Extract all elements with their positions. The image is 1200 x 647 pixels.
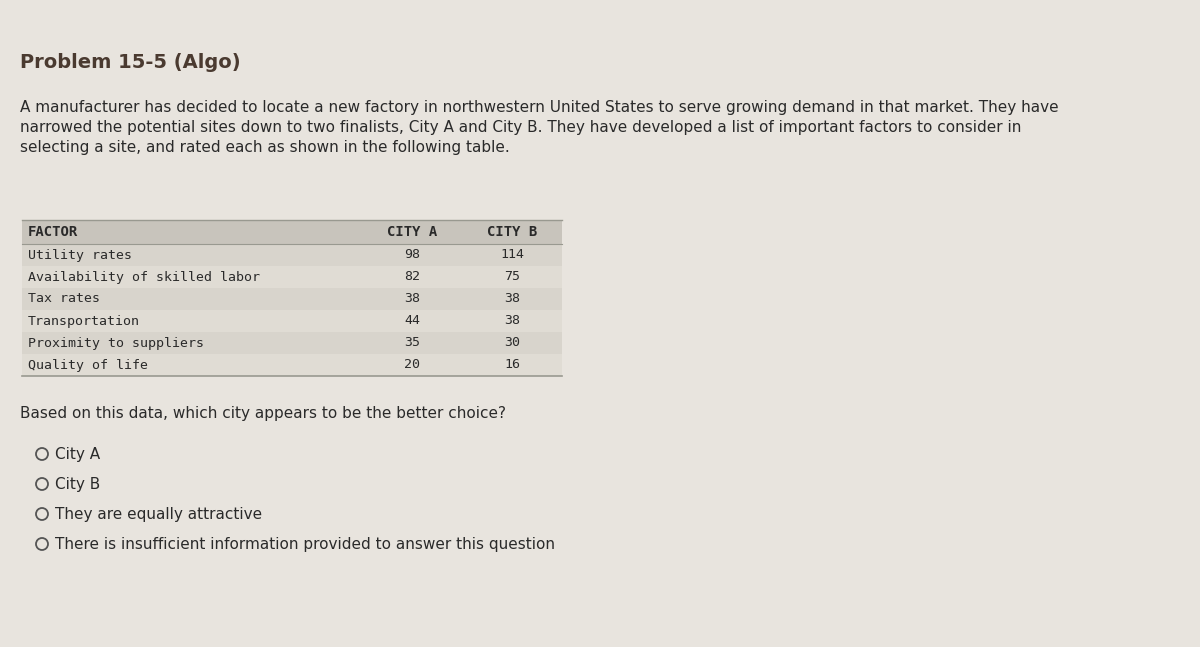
Text: 20: 20 [404, 358, 420, 371]
Bar [22, 310, 562, 332]
Text: 75: 75 [504, 270, 520, 283]
Bar [22, 354, 562, 376]
Text: 38: 38 [504, 292, 520, 305]
Text: CITY B: CITY B [487, 225, 538, 239]
Text: 38: 38 [504, 314, 520, 327]
Text: 82: 82 [404, 270, 420, 283]
Text: Based on this data, which city appears to be the better choice?: Based on this data, which city appears t… [20, 406, 506, 421]
Bar [22, 220, 562, 244]
Text: City B: City B [55, 476, 101, 492]
Text: There is insufficient information provided to answer this question: There is insufficient information provid… [55, 536, 554, 551]
Text: Proximity to suppliers: Proximity to suppliers [28, 336, 204, 349]
Text: 98: 98 [404, 248, 420, 261]
Text: 35: 35 [404, 336, 420, 349]
Bar [22, 244, 562, 266]
Text: 30: 30 [504, 336, 520, 349]
Bar [22, 266, 562, 288]
Text: 16: 16 [504, 358, 520, 371]
Text: Problem 15-5 (Algo): Problem 15-5 (Algo) [20, 52, 241, 72]
Text: They are equally attractive: They are equally attractive [55, 507, 262, 521]
Text: FACTOR: FACTOR [28, 225, 78, 239]
Text: Tax rates: Tax rates [28, 292, 100, 305]
Text: 44: 44 [404, 314, 420, 327]
Text: A manufacturer has decided to locate a new factory in northwestern United States: A manufacturer has decided to locate a n… [20, 100, 1058, 115]
Bar [22, 332, 562, 354]
Text: 114: 114 [500, 248, 524, 261]
Text: selecting a site, and rated each as shown in the following table.: selecting a site, and rated each as show… [20, 140, 510, 155]
Text: 38: 38 [404, 292, 420, 305]
Text: Utility rates: Utility rates [28, 248, 132, 261]
Text: City A: City A [55, 446, 100, 461]
Text: Quality of life: Quality of life [28, 358, 148, 371]
Text: Transportation: Transportation [28, 314, 140, 327]
Text: narrowed the potential sites down to two finalists, City A and City B. They have: narrowed the potential sites down to two… [20, 120, 1021, 135]
Text: Availability of skilled labor: Availability of skilled labor [28, 270, 260, 283]
Text: CITY A: CITY A [386, 225, 437, 239]
Bar [22, 288, 562, 310]
